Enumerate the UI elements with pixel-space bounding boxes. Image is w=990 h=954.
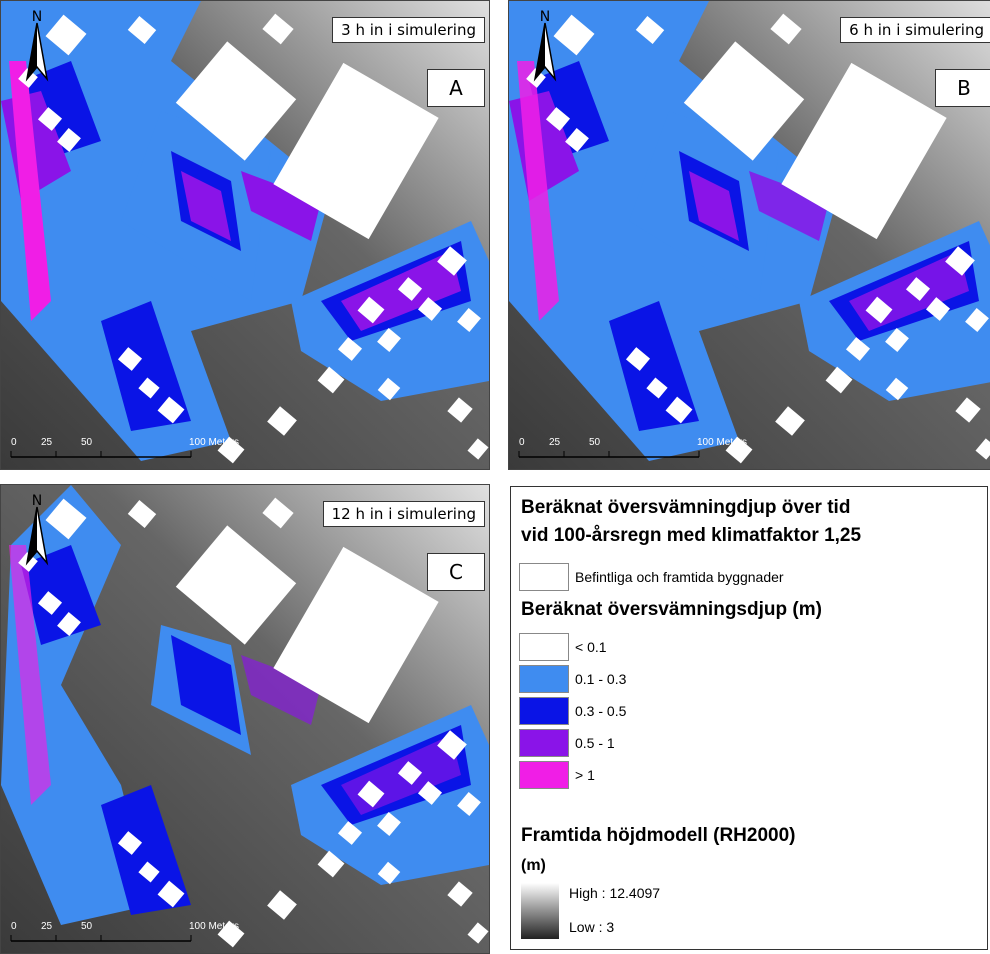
legend-title: vid 100-årsregn med klimatfaktor 1,25	[521, 525, 861, 547]
legend-row: > 1	[519, 761, 595, 789]
legend-label: 0.1 - 0.3	[575, 671, 626, 687]
scale-label: 100 Meters	[189, 921, 239, 932]
legend-row: 0.3 - 0.5	[519, 697, 626, 725]
north-label: N	[32, 493, 42, 509]
legend-row: 0.5 - 1	[519, 729, 615, 757]
legend: Beräknat översvämningdjup över tid vid 1…	[510, 486, 988, 950]
legend-title: Beräknat översvämningdjup över tid	[521, 497, 850, 519]
north-label: N	[32, 9, 42, 25]
swatch	[519, 563, 569, 591]
legend-heading: Beräknat översvämningsdjup (m)	[521, 599, 822, 621]
map-panel: N 0 25 50 100 Meters 12 h in i simulering C	[0, 484, 490, 954]
scale-label: 25	[549, 437, 561, 448]
panel-letter: B	[935, 69, 990, 107]
legend-row: Befintliga och framtida byggnader	[519, 563, 784, 591]
legend-label: Low : 3	[569, 919, 614, 935]
legend-label: > 1	[575, 767, 595, 783]
legend-row: < 0.1	[519, 633, 607, 661]
scale-label: 0	[519, 437, 525, 448]
legend-label: High : 12.4097	[569, 885, 660, 901]
time-label: 6 h in i simulering	[840, 17, 990, 43]
swatch	[519, 633, 569, 661]
north-label: N	[540, 9, 550, 25]
scale-label: 100 Meters	[189, 437, 239, 448]
legend-row: 0.1 - 0.3	[519, 665, 626, 693]
swatch	[519, 761, 569, 789]
page: N 0 25 50 100 Meters 3 h in i simulering A N 0 25…	[0, 0, 990, 952]
swatch	[519, 665, 569, 693]
legend-label: < 0.1	[575, 639, 607, 655]
scale-label: 50	[81, 921, 93, 932]
scale-label: 100 Meters	[697, 437, 747, 448]
scale-label: 25	[41, 921, 53, 932]
legend-label: 0.3 - 0.5	[575, 703, 626, 719]
panel-letter: A	[427, 69, 485, 107]
time-label: 12 h in i simulering	[323, 501, 485, 527]
panel-letter: C	[427, 553, 485, 591]
map: N 0 25 50 100 Meters	[509, 1, 990, 469]
scale-label: 0	[11, 437, 17, 448]
scale-label: 25	[41, 437, 53, 448]
legend-unit: (m)	[521, 857, 546, 875]
scale-label: 50	[81, 437, 93, 448]
time-label: 3 h in i simulering	[332, 17, 485, 43]
map: N 0 25 50 100 Meters	[1, 1, 489, 469]
map-panel: N 0 25 50 100 Meters 6 h in i simulering B	[508, 0, 990, 470]
legend-label: Befintliga och framtida byggnader	[575, 569, 784, 585]
legend-label: 0.5 - 1	[575, 735, 615, 751]
swatch	[519, 697, 569, 725]
scale-label: 50	[589, 437, 601, 448]
swatch	[519, 729, 569, 757]
scale-label: 0	[11, 921, 17, 932]
legend-heading: Framtida höjdmodell (RH2000)	[521, 825, 796, 847]
dem-ramp	[521, 883, 559, 939]
map: N 0 25 50 100 Meters	[1, 485, 489, 953]
map-panel: N 0 25 50 100 Meters 3 h in i simulering A	[0, 0, 490, 470]
